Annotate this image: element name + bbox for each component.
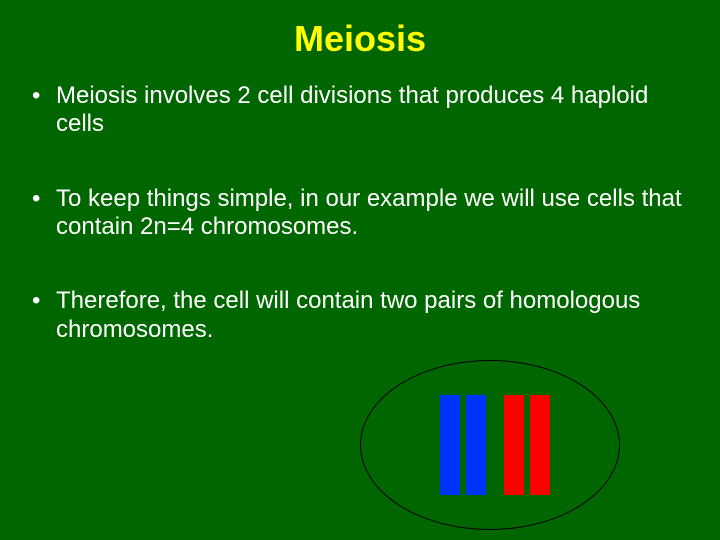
chromosome-bar [530, 395, 550, 495]
chromosome-bar [440, 395, 460, 495]
bullet-item: To keep things simple, in our example we… [28, 185, 692, 242]
chromosome-bar [466, 395, 486, 495]
slide: Meiosis Meiosis involves 2 cell division… [0, 0, 720, 540]
bullet-item: Meiosis involves 2 cell divisions that p… [28, 82, 692, 139]
cell-outline [360, 360, 620, 530]
chromosome-bar [504, 395, 524, 495]
cell-diagram [360, 360, 620, 530]
slide-title: Meiosis [20, 18, 700, 60]
bullet-item: Therefore, the cell will contain two pai… [28, 287, 692, 344]
bullet-list: Meiosis involves 2 cell divisions that p… [20, 82, 700, 344]
